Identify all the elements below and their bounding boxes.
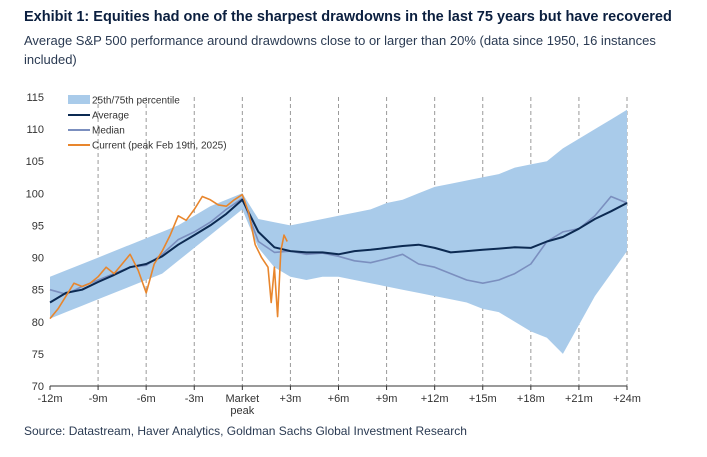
x-tick-label-9: +15m [469,393,497,405]
y-tick-label-0: 70 [32,381,44,393]
source-note: Source: Datastream, Haver Analytics, Gol… [24,424,467,438]
chart-subtitle: Average S&P 500 performance around drawd… [24,33,656,67]
current-line [49,193,288,320]
legend-swatch-band [68,95,90,104]
legend-label-1: Average [92,111,130,122]
x-tick-label-7: +9m [376,393,398,405]
y-tick-label-4: 90 [32,253,44,265]
legend: 25th/75th percentile Average Median Current… [68,95,227,152]
y-tick-label-9: 115 [26,92,44,104]
y-tick-label-2: 80 [32,317,44,329]
legend-label-3: Current (peak Feb 19th, 2025) [92,141,227,152]
x-tick-label-6: +6m [328,393,350,405]
legend-label-2: Median [92,126,125,137]
y-tick-label-7: 105 [26,156,44,168]
average-line [49,198,628,304]
y-tick-label-8: 110 [26,124,44,136]
y-tick-label-3: 85 [32,285,44,297]
x-tick-label-3: -3m [185,393,204,405]
y-axis-ticks: 70 75 80 85 90 95 100 105 110 115 [26,92,44,393]
y-tick-label-5: 95 [32,220,44,232]
median-line [49,195,628,295]
x-tick-label-0: -12m [37,393,62,405]
vertical-gridlines [97,97,628,386]
x-tick-label-2: -6m [137,393,156,405]
x-tick-label-12: +24m [613,393,641,405]
x-tick-label-4: Market peak [226,393,260,417]
x-tick-label-8: +12m [421,393,449,405]
x-tick-label-11: +21m [565,393,593,405]
x-tick-label-1: -9m [89,393,108,405]
x-axis-ticks: -12m -9m -6m -3m Market peak +3m +6m +9m +12m +15m… [37,386,641,417]
percentile-band [50,109,627,354]
chart-title: Exhibit 1: Equities had one of the sharp… [24,9,672,25]
x-tick-label-10: +18m [517,393,545,405]
y-tick-label-6: 100 [26,188,44,200]
legend-label-0: 25th/75th percentile [92,96,180,107]
x-tick-label-5: +3m [280,393,302,405]
y-tick-label-1: 75 [32,349,44,361]
